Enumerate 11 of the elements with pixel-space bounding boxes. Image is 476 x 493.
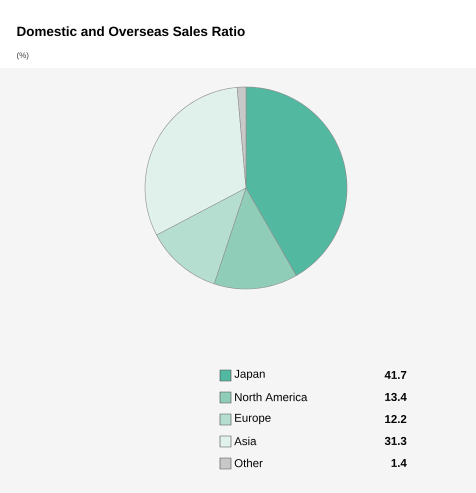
legend-label: Asia — [234, 436, 256, 446]
data-label: 12.2 — [385, 414, 406, 423]
chart-title: Domestic and Overseas Sales Ratio — [17, 26, 245, 36]
legend-label: Other — [234, 458, 263, 468]
legend-label: Europe — [235, 414, 271, 424]
data-label: 31.3 — [384, 436, 406, 446]
data-label: 41.7 — [384, 371, 406, 379]
data-label: 13.4 — [385, 392, 407, 402]
legend-label: North America — [235, 392, 308, 402]
data-label: 1.4 — [392, 459, 407, 467]
legend-label: Japan — [234, 370, 265, 380]
